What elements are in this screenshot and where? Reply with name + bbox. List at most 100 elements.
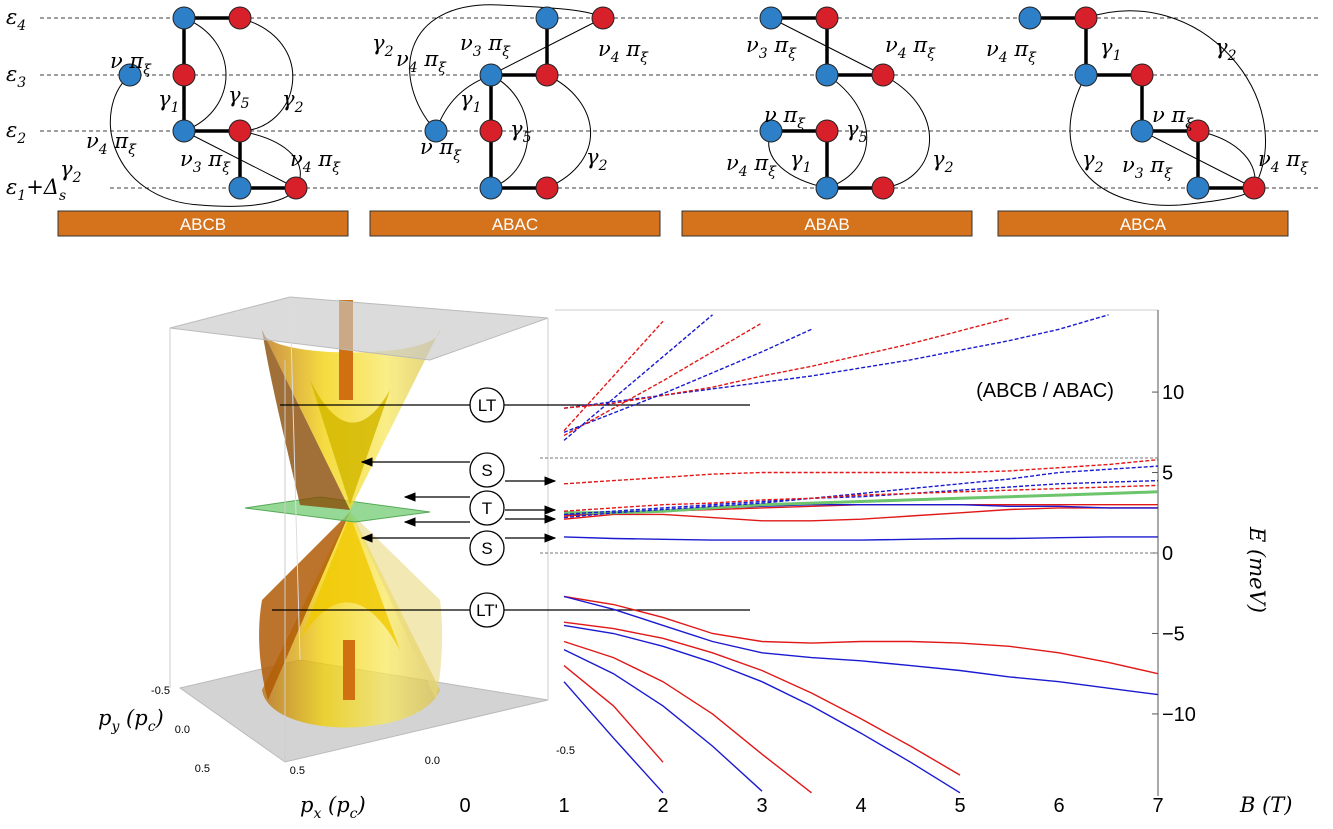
x-tick-label: 7 — [1152, 795, 1163, 817]
hopping-label-part: γ — [846, 117, 859, 141]
hopping-label-part: ξ — [1028, 50, 1037, 66]
level-curve — [564, 481, 1158, 515]
hopping-label-part: ξ — [788, 46, 797, 62]
hopping-label-part: ξ — [332, 160, 341, 176]
hopping-label: γ1 — [460, 87, 481, 116]
site — [1131, 64, 1153, 86]
x-tick-label: 2 — [657, 795, 668, 817]
site — [1243, 177, 1265, 199]
site — [1019, 7, 1041, 29]
hopping-label: ν3 πξ — [1122, 153, 1173, 182]
hopping-label-part: 4 — [302, 160, 312, 176]
level-curve — [564, 508, 1158, 521]
hopping-label: γ2 — [1215, 35, 1237, 64]
site — [872, 177, 894, 199]
hopping-label: γ2 — [1082, 147, 1104, 176]
px-tick-label: -0.5 — [556, 745, 575, 757]
level-curve — [564, 466, 1158, 517]
hopping-label-part: γ — [282, 87, 295, 111]
hopping-label: ν πξ — [420, 135, 462, 164]
level-label-part: 2 — [16, 131, 26, 147]
hopping-label-part: 1 — [171, 100, 180, 116]
callout-label: S — [481, 539, 492, 558]
px-axis-label-part: p — [300, 793, 313, 817]
level-curve — [564, 323, 762, 436]
hopping-label-part: γ — [586, 145, 599, 169]
level-label-part: 4 — [16, 18, 26, 34]
hopping-label-part: 3 — [193, 160, 202, 176]
hopping-label-part: 2 — [944, 160, 954, 176]
hopping-label-part: ξ — [143, 62, 152, 78]
hopping-line — [240, 18, 293, 131]
hopping-label-part: 2 — [1227, 48, 1237, 64]
hopping-label-part: ξ — [222, 160, 231, 176]
site — [536, 177, 558, 199]
hopping-label-part: 4 — [98, 142, 108, 158]
hopping-label-part: γ — [1082, 147, 1095, 171]
hopping-label-part: ν — [86, 129, 99, 153]
px-axis-label-part: c — [350, 806, 358, 822]
site — [173, 64, 195, 86]
site — [1075, 64, 1097, 86]
level-curve — [564, 666, 663, 763]
hopping-label-part: 4 — [408, 60, 418, 76]
hopping-label: ν4 πξ — [396, 47, 447, 76]
site — [1075, 7, 1097, 29]
site — [285, 177, 307, 199]
hopping-label-part: ν π — [110, 49, 144, 73]
hopping-label-part: ν — [726, 151, 739, 175]
hopping-label-part: π — [202, 147, 224, 171]
hopping-label-part: γ — [460, 87, 473, 111]
hopping-label-part: π — [1280, 147, 1302, 171]
hopping-label-part: π — [312, 147, 334, 171]
figure: B (T) E (meV) ε4ε3ε2ε1+Δsν πξγ5γ1γ2ν4 πξ… — [0, 0, 1333, 829]
hopping-label-part: γ — [1215, 35, 1228, 59]
level-curve — [564, 597, 1158, 695]
px-axis-label-part: (p — [321, 793, 349, 817]
hopping-label-part: 5 — [859, 130, 868, 146]
hopping-label-part: π — [1144, 153, 1166, 177]
hopping-label-part: 5 — [241, 96, 250, 112]
y-tick-label: 5 — [1162, 463, 1173, 485]
hopping-label-part: π — [620, 37, 642, 61]
site — [480, 120, 502, 142]
site — [816, 64, 838, 86]
hopping-label-part: π — [482, 31, 504, 55]
hopping-label-part: ξ — [768, 164, 777, 180]
hopping-label-part: ν π — [764, 103, 798, 127]
x-axis-label: B (T) — [1239, 793, 1293, 817]
hopping-label: ν4 πξ — [726, 151, 777, 180]
hopping-label-part: ν — [290, 147, 303, 171]
page: B (T) E (meV) ε4ε3ε2ε1+Δsν πξγ5γ1γ2ν4 πξ… — [0, 0, 1333, 829]
hopping-label-part: 3 — [473, 44, 482, 60]
hopping-label-part: 2 — [1094, 160, 1104, 176]
hopping-label: ν4 πξ — [1258, 147, 1309, 176]
hopping-label: ν4 πξ — [986, 37, 1037, 66]
site — [229, 177, 251, 199]
site — [173, 120, 195, 142]
level-label-part: ε — [6, 175, 17, 199]
stacking-label: ABAC — [492, 215, 538, 234]
level-label: ε2 — [6, 118, 26, 147]
level-label-part: ε — [6, 5, 17, 29]
site — [480, 64, 502, 86]
py-tick-label: -0.5 — [151, 685, 170, 697]
py-axis-label-part: p — [98, 706, 111, 730]
hopping-label: ν3 πξ — [460, 31, 511, 60]
hopping-label-part: ξ — [438, 60, 447, 76]
hopping-label-part: γ — [228, 83, 241, 107]
px-axis-label: px (pc) — [300, 793, 366, 822]
hopping-label-part: γ — [372, 31, 385, 55]
site — [173, 7, 195, 29]
hopping-label: γ1 — [158, 87, 179, 116]
stacking-label: ABAB — [804, 215, 849, 234]
hopping-label-part: 4 — [998, 50, 1008, 66]
py-tick-label: 0.0 — [175, 724, 190, 736]
site — [229, 7, 251, 29]
py-axis-label-part: (p — [119, 706, 147, 730]
hopping-label-part: π — [1008, 37, 1030, 61]
hopping-line — [1086, 11, 1265, 188]
hopping-label-part: π — [108, 129, 130, 153]
level-label: ε1+Δs — [6, 175, 66, 204]
x-tick-label: 5 — [954, 795, 965, 817]
